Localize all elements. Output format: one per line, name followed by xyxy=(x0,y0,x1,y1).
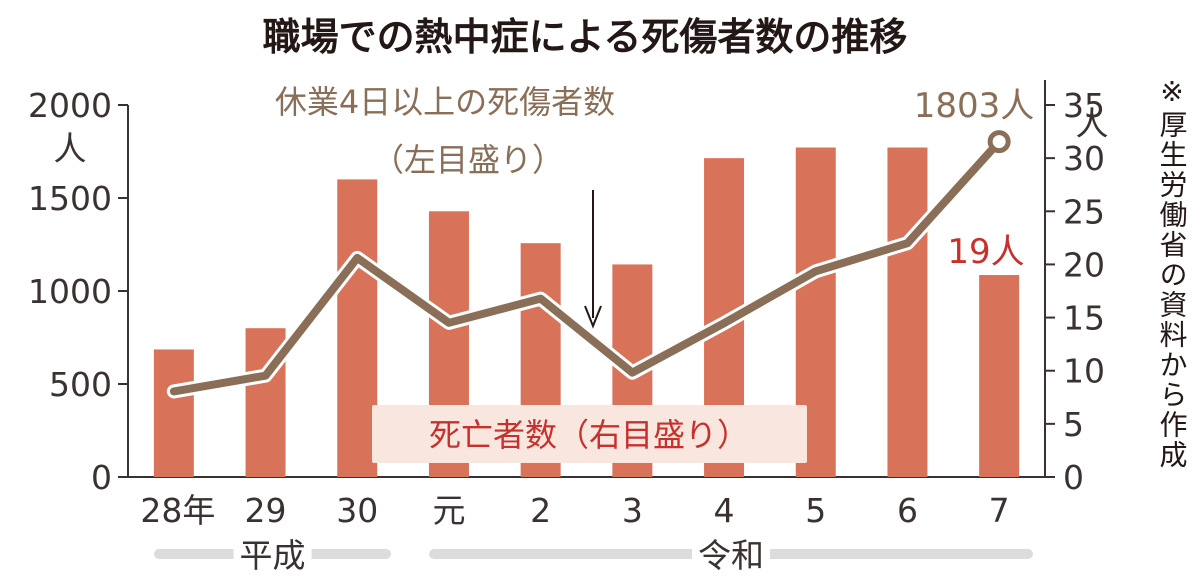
x-tick-label: 元 xyxy=(432,491,465,530)
bar xyxy=(979,275,1020,477)
bar xyxy=(153,349,194,477)
x-tick-label: 30 xyxy=(336,491,378,530)
x-axis: 28年 29 30 元 2 3 4 5 6 7 xyxy=(140,491,1009,530)
left-tick-label: 2000 xyxy=(28,86,112,125)
right-tick-label: 10 xyxy=(1063,352,1105,391)
x-tick-label: 29 xyxy=(245,491,287,530)
injury-last-value-label: 1803人 xyxy=(914,86,1035,126)
chart-title: 職場での熱中症による死傷者数の推移 xyxy=(263,15,908,59)
source-note: ※厚生労働省の資料から作成 xyxy=(1156,75,1189,470)
pointer-arrow-head xyxy=(584,305,602,329)
bar xyxy=(337,179,378,477)
left-tick-label: 1500 xyxy=(28,179,112,218)
right-axis: 0 5 10 15 20 25 30 35 xyxy=(1044,80,1105,497)
right-axis-unit: 人 xyxy=(1076,104,1109,143)
right-tick-label: 25 xyxy=(1063,192,1105,231)
injury-axis-note: （左目盛り） xyxy=(372,141,564,179)
x-tick-label: 5 xyxy=(805,491,826,530)
x-tick-label: 7 xyxy=(989,491,1010,530)
right-tick-label: 0 xyxy=(1063,458,1084,497)
injury-line xyxy=(166,130,1011,399)
line-halo xyxy=(166,134,1007,399)
right-tick-label: 35 xyxy=(1063,86,1105,125)
bar xyxy=(887,147,928,477)
death-last-value-label: 19人 xyxy=(947,232,1024,272)
left-tick-label: 1000 xyxy=(28,272,112,311)
left-axis: 0 500 1000 1500 2000 xyxy=(28,86,1045,497)
right-tick-label: 5 xyxy=(1063,405,1084,444)
left-tick-label: 500 xyxy=(49,365,112,404)
left-axis-unit: 人 xyxy=(54,129,87,168)
era-groups: 平成 令和 xyxy=(154,536,1034,575)
x-tick-label: 2 xyxy=(530,491,551,530)
death-series-label-box xyxy=(372,405,807,463)
death-series-label: 死亡者数（右目盛り） xyxy=(429,416,749,454)
right-tick-label: 20 xyxy=(1063,245,1105,284)
left-tick-label: 0 xyxy=(91,458,112,497)
injury-series-label: 休業4日以上の死傷者数 xyxy=(275,83,615,121)
x-tick-label: 6 xyxy=(897,491,918,530)
line-path xyxy=(169,137,1004,396)
line-end-point xyxy=(987,130,1011,154)
era-label: 令和 xyxy=(698,536,764,575)
x-tick-label: 3 xyxy=(622,491,643,530)
right-tick-label: 30 xyxy=(1063,139,1105,178)
era-label: 平成 xyxy=(240,536,306,575)
era-label-bg xyxy=(233,540,312,570)
x-tick-label: 4 xyxy=(714,491,735,530)
right-tick-label: 15 xyxy=(1063,299,1105,338)
x-tick-label: 28年 xyxy=(140,491,215,530)
era-label-bg xyxy=(692,540,771,570)
